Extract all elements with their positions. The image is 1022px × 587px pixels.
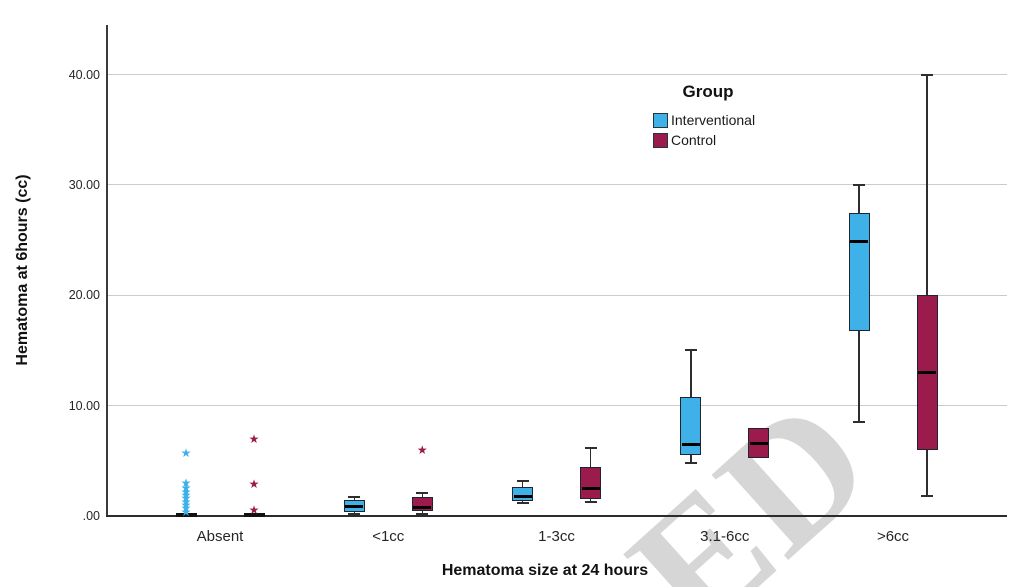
boxplot-median-control-1-3cc: [581, 486, 600, 490]
boxplot-whisker-upper-control-<1cc: [421, 492, 423, 498]
outlier-star-icon: ★: [180, 504, 192, 519]
y-tick-label: 40.00: [68, 67, 100, 82]
gridline: [106, 74, 1007, 76]
boxplot-median-control-3.1-6cc: [749, 441, 768, 445]
boxplot-whisker-cap-interventional-3.1-6cc: [684, 462, 697, 465]
boxplot-whisker-lower-interventional-3.1-6cc: [690, 455, 692, 464]
legend-label: Interventional: [671, 112, 756, 128]
boxplot-box-control-<1cc: [411, 497, 433, 512]
boxplot-whisker-cap-control-<1cc: [416, 491, 429, 494]
x-axis-line: [106, 515, 1007, 517]
outlier-star-icon: ★: [180, 488, 192, 503]
outlier-star-icon: ★: [180, 494, 192, 509]
boxplot-median-interventional-3.1-6cc: [681, 442, 700, 446]
x-category-label: Absent: [196, 528, 244, 545]
x-category-label: >6cc: [876, 528, 910, 545]
boxplot-box-interventional-Absent: [175, 512, 197, 517]
boxplot-whisker-cap-interventional-1-3cc: [516, 479, 529, 482]
boxplot-whisker-lower-control-<1cc: [421, 511, 423, 514]
y-tick-label: .00: [82, 509, 100, 523]
boxplot-whisker-cap-control-1-3cc: [584, 446, 597, 449]
boxplot-box-control-Absent: [243, 512, 265, 517]
boxplot-whisker-upper-control-1-3cc: [589, 447, 592, 468]
gridline: [106, 405, 1007, 407]
outlier-star-icon: ★: [248, 503, 260, 518]
gridline: [106, 184, 1007, 186]
boxplot-median-interventional-1-3cc: [513, 494, 532, 498]
legend: Group Interventional Control: [653, 82, 763, 150]
boxplot-whisker-lower-control->6cc: [926, 449, 928, 497]
legend-item-control: Control: [653, 130, 763, 150]
outlier-star-icon: ★: [248, 477, 260, 491]
boxplot-whisker-cap-interventional-<1cc: [348, 513, 361, 516]
y-tick-label: 10.00: [68, 398, 100, 413]
boxplot-whisker-cap-control-<1cc: [416, 512, 429, 515]
boxplot-whisker-upper-interventional->6cc: [858, 184, 860, 213]
boxplot-whisker-cap-interventional-1-3cc: [516, 501, 529, 504]
boxplot-box-interventional-3.1-6cc: [680, 396, 702, 456]
boxplot-whisker-cap-control-1-3cc: [584, 500, 597, 503]
outlier-star-icon: ★: [180, 501, 192, 516]
x-category-label: 3.1-6cc: [700, 528, 750, 545]
legend-label: Control: [671, 132, 717, 148]
boxplot-box-interventional-1-3cc: [512, 487, 533, 502]
boxplot-box-interventional->6cc: [848, 212, 870, 331]
x-axis-title: Hematoma size at 24 hours: [441, 562, 649, 579]
boxplot-whisker-cap-interventional->6cc: [853, 183, 865, 186]
boxplot-whisker-upper-interventional-1-3cc: [521, 480, 524, 488]
boxplot-box-control-1-3cc: [580, 467, 601, 500]
boxplot-whisker-cap-interventional-<1cc: [348, 496, 361, 499]
boxplot-whisker-cap-control->6cc: [921, 73, 933, 76]
boxplot-whisker-lower-interventional->6cc: [858, 330, 860, 423]
outlier-star-icon: ★: [416, 442, 428, 457]
y-axis-line: [106, 25, 108, 516]
outlier-star-icon: ★: [180, 475, 192, 490]
boxplot-whisker-cap-control->6cc: [921, 495, 933, 498]
outlier-star-icon: ★: [180, 497, 192, 512]
legend-title: Group: [682, 82, 734, 101]
outlier-star-icon: ★: [180, 484, 192, 499]
x-category-label: 1-3cc: [538, 528, 575, 545]
boxplot-whisker-cap-interventional->6cc: [853, 421, 865, 424]
boxplot-median-control-<1cc: [413, 505, 432, 509]
boxplot-whisker-cap-interventional-3.1-6cc: [684, 349, 697, 352]
gridline: [106, 294, 1007, 296]
x-category-label: <1cc: [372, 528, 405, 545]
legend-swatch-icon: [653, 112, 668, 128]
boxplot-whisker-lower-control-1-3cc: [589, 499, 592, 502]
boxplot-median-interventional-<1cc: [345, 504, 364, 508]
legend-item-interventional: Interventional: [653, 110, 763, 130]
boxplot-whisker-upper-interventional-3.1-6cc: [690, 350, 692, 397]
legend-swatch-icon: [653, 132, 668, 148]
outlier-star-icon: ★: [180, 491, 192, 506]
boxplot-whisker-upper-interventional-<1cc: [353, 497, 355, 500]
y-tick-label: 30.00: [68, 177, 100, 192]
outlier-star-icon: ★: [180, 481, 192, 496]
y-tick-label: 20.00: [68, 288, 100, 303]
boxplot-whisker-lower-interventional-<1cc: [353, 511, 355, 515]
boxplot-median-interventional->6cc: [850, 239, 868, 243]
outlier-star-icon: ★: [248, 431, 260, 446]
boxplot-median-control->6cc: [918, 371, 936, 375]
outlier-star-icon: ★: [180, 446, 192, 461]
boxplot-whisker-upper-control->6cc: [926, 74, 928, 296]
